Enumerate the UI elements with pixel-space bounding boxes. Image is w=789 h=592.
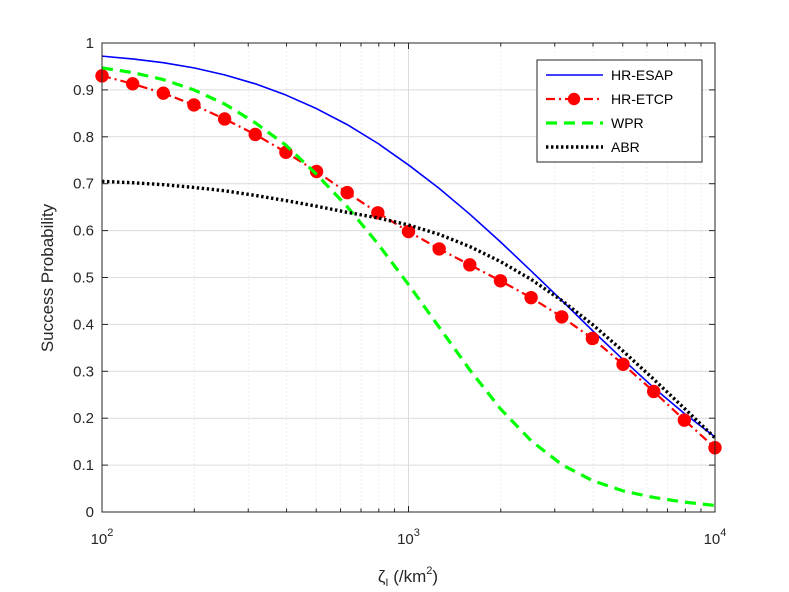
x-tick-label-base: 10 <box>91 531 108 548</box>
data-point-hr-etcp <box>187 98 201 112</box>
series-abr <box>101 179 717 440</box>
x-axis-label-unit-close: ) <box>432 567 438 586</box>
data-point-hr-etcp <box>340 185 354 200</box>
x-tick-label: 103 <box>397 527 420 548</box>
y-tick-label: 0.5 <box>73 270 94 287</box>
data-point-hr-etcp <box>248 127 262 142</box>
series-line-wpr <box>101 66 716 508</box>
data-point-hr-etcp <box>677 413 692 427</box>
y-tick-label: 0.4 <box>73 316 94 333</box>
y-tick-label: 0.7 <box>73 176 94 193</box>
legend-box <box>536 59 703 163</box>
series-line-hr-esap <box>101 55 716 438</box>
data-point-hr-etcp <box>647 384 661 399</box>
data-point-hr-etcp <box>555 310 569 324</box>
y-tick-label: 0.2 <box>73 410 94 427</box>
y-tick-label: 1 <box>86 35 94 52</box>
legend-marker-hr-etcp <box>567 92 581 106</box>
x-axis-label-unit-exponent: 2 <box>426 565 432 577</box>
y-tick-label: 0 <box>86 504 94 521</box>
data-point-hr-etcp <box>585 331 600 346</box>
x-axis-label-unit: (/km <box>388 567 426 586</box>
y-tick-label: 0.6 <box>73 223 94 240</box>
x-tick-label-exponent: 2 <box>107 527 113 539</box>
series-line-abr <box>101 179 717 440</box>
x-axis-label-subscript: I <box>385 577 388 589</box>
y-axis-label: Success Probability <box>38 203 57 352</box>
x-tick-label-exponent: 3 <box>414 527 420 539</box>
legend-label-wpr: WPR <box>611 115 644 131</box>
data-point-hr-etcp <box>616 357 630 371</box>
x-axis-label-symbol: ζ <box>378 567 386 586</box>
data-point-hr-etcp <box>524 290 538 305</box>
x-axis-label: ζI (/km2) <box>378 565 438 589</box>
data-point-hr-etcp <box>493 274 508 288</box>
x-tick-label: 104 <box>704 527 727 548</box>
x-tick-label-base: 10 <box>397 531 414 548</box>
data-point-hr-etcp <box>309 164 324 179</box>
series-hr-esap <box>101 55 716 438</box>
data-point-hr-etcp <box>156 86 171 100</box>
data-point-hr-etcp <box>463 258 477 272</box>
y-tick-label: 0.3 <box>73 363 94 380</box>
data-point-hr-etcp <box>432 242 446 256</box>
x-tick-label: 102 <box>91 527 114 548</box>
y-tick-label: 0.8 <box>73 129 94 146</box>
data-point-hr-etcp <box>401 224 416 239</box>
legend-label-abr: ABR <box>611 139 640 155</box>
y-tick-label: 0.9 <box>73 82 94 99</box>
data-point-hr-etcp <box>125 77 140 91</box>
y-tick-label: 0.1 <box>73 457 94 474</box>
legend-label-hr-etcp: HR-ETCP <box>611 91 673 107</box>
data-point-hr-etcp <box>217 112 232 126</box>
x-tick-label-base: 10 <box>704 531 721 548</box>
legend-label-hr-esap: HR-ESAP <box>611 67 673 83</box>
legend: HR-ESAP HR-ETCP WPR ABR <box>536 59 703 163</box>
series-wpr <box>101 66 716 508</box>
axes <box>101 42 716 513</box>
x-tick-label-exponent: 4 <box>720 527 726 539</box>
data-point-hr-etcp <box>371 206 385 220</box>
